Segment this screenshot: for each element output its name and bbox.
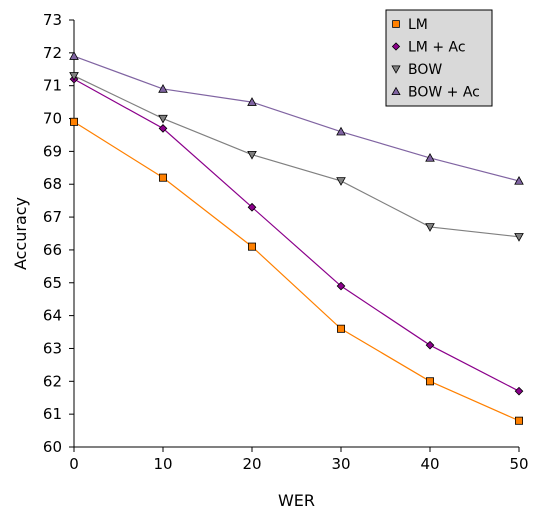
data-point-bow-ac: [69, 51, 79, 60]
data-point-lm-ac: [336, 281, 346, 291]
data-point-bow: [425, 223, 435, 232]
data-point-lm: [70, 117, 79, 126]
y-tick-label: 60: [43, 438, 62, 456]
x-tick-label: 50: [509, 455, 528, 473]
legend: LM LM + Ac BOW BOW + Ac: [385, 9, 493, 107]
y-tick-label: 65: [43, 274, 62, 292]
y-tick-label: 68: [43, 175, 62, 193]
data-point-bow: [247, 150, 257, 160]
x-tick-label: 20: [242, 455, 261, 473]
data-point-lm: [425, 377, 434, 386]
x-tick-label: 10: [153, 455, 172, 473]
y-tick-label: 64: [43, 307, 62, 325]
x-tick-label: 40: [420, 455, 439, 473]
legend-marker-bow-ac: [391, 86, 401, 96]
data-point-lm: [247, 242, 256, 251]
y-tick-label: 63: [43, 339, 62, 357]
y-tick-label: 70: [43, 110, 62, 128]
data-point-lm: [158, 173, 167, 182]
legend-label-bow-ac: BOW + Ac: [408, 85, 480, 101]
series-line-bow-ac: [73, 55, 520, 182]
axis-ticks: 60 61 62 63 64 65 66 67 68 69 70 71 72 73 0 10 20 30 40 50: [43, 11, 529, 473]
legend-label-lm: LM: [408, 17, 428, 33]
data-point-lm-ac: [247, 202, 257, 212]
series-line-bow: [73, 75, 520, 238]
data-point-lm-ac: [158, 124, 168, 133]
data-point-lm: [336, 324, 345, 333]
data-point-bow: [158, 114, 168, 124]
data-point-lm-ac: [425, 340, 435, 350]
series-lines: [73, 55, 520, 422]
series-line-lm: [73, 121, 520, 422]
y-tick-label: 66: [43, 241, 62, 259]
y-axis-title: Accuracy: [11, 197, 30, 270]
y-tick-label: 69: [43, 142, 62, 160]
series-line-lm-ac: [73, 78, 520, 392]
data-point-bow-ac: [247, 97, 257, 106]
y-tick-label: 67: [43, 208, 62, 226]
y-tick-label: 62: [43, 372, 62, 390]
data-point-lm: [515, 416, 524, 425]
x-tick-label: 30: [331, 455, 350, 473]
y-tick-label: 71: [43, 77, 62, 95]
x-axis-title: WER: [278, 491, 315, 510]
data-point-lm-ac: [514, 386, 524, 396]
axes: [73, 20, 519, 448]
data-point-bow: [514, 233, 524, 242]
y-tick-label: 61: [43, 405, 62, 423]
y-tick-label: 73: [43, 11, 62, 29]
legend-label-lm-ac: LM + Ac: [408, 40, 466, 56]
data-point-bow-ac: [425, 152, 435, 162]
legend-box: [385, 9, 493, 107]
data-point-bow: [336, 177, 346, 186]
data-point-bow-ac: [514, 175, 524, 185]
x-tick-label: 0: [69, 455, 79, 473]
data-point-bow-ac: [158, 84, 168, 93]
series-markers: [69, 51, 524, 425]
legend-marker-lm-ac: [391, 42, 401, 51]
y-tick-label: 72: [43, 44, 62, 62]
legend-marker-lm: [392, 20, 400, 28]
legend-label-bow: BOW: [408, 62, 442, 78]
legend-marker-bow: [391, 65, 401, 74]
data-point-bow: [69, 72, 79, 81]
data-point-bow-ac: [336, 126, 346, 136]
